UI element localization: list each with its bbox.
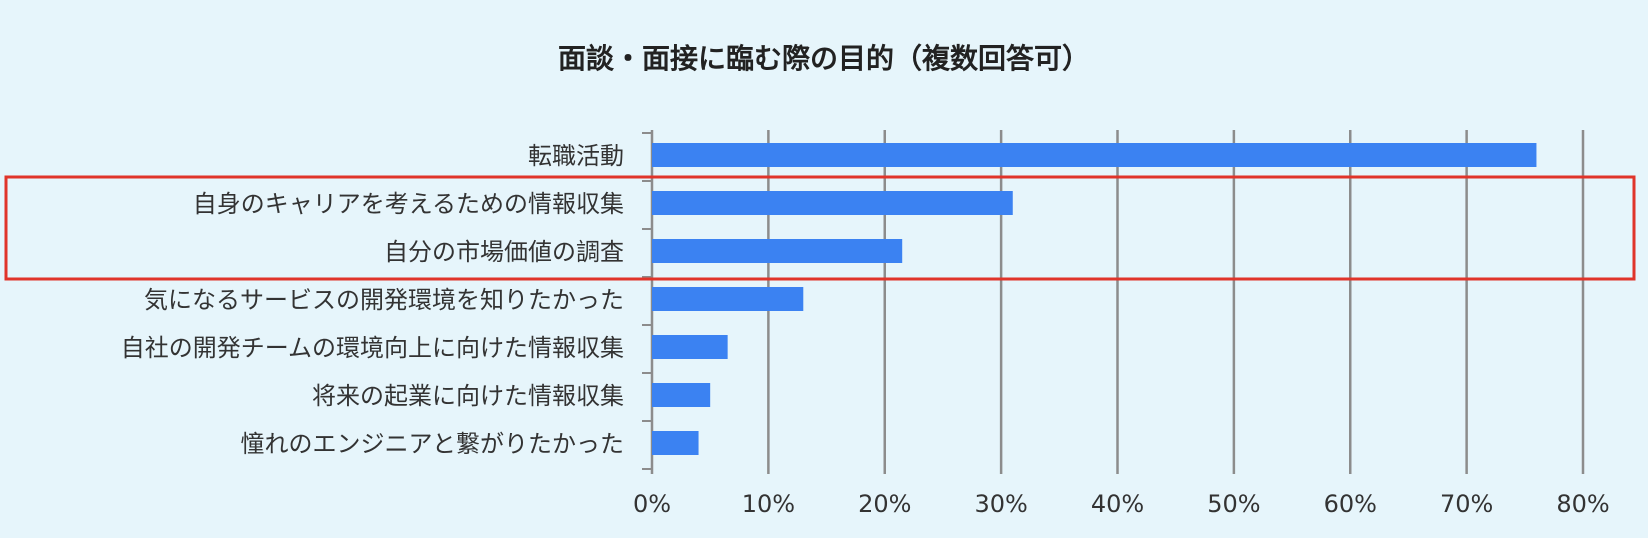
category-label: 将来の起業に向けた情報収集: [312, 382, 624, 410]
category-label: 憧れのエンジニアと繋がりたかった: [240, 430, 624, 458]
category-label: 自身のキャリアを考えるための情報収集: [193, 190, 624, 218]
bar: [652, 335, 728, 359]
x-tick-label: 50%: [1207, 490, 1260, 518]
x-tick-label: 70%: [1440, 490, 1493, 518]
bar: [652, 431, 699, 455]
x-tick-label: 80%: [1556, 490, 1609, 518]
x-tick-label: 0%: [633, 490, 671, 518]
category-label: 転職活動: [528, 142, 624, 170]
chart-title: 面談・面接に臨む際の目的（複数回答可）: [558, 42, 1090, 75]
category-label: 自分の市場価値の調査: [384, 238, 624, 266]
bar: [652, 383, 711, 407]
highlight-box: [4, 175, 1636, 281]
x-tick-label: 60%: [1324, 490, 1377, 518]
bar: [652, 191, 1013, 215]
category-label: 気になるサービスの開発環境を知りたかった: [144, 286, 624, 314]
bar: [652, 239, 903, 263]
bar: [652, 143, 1537, 167]
x-tick-label: 30%: [974, 490, 1027, 518]
x-tick-label: 20%: [858, 490, 911, 518]
category-label: 自社の開発チームの環境向上に向けた情報収集: [121, 334, 624, 362]
x-tick-label: 10%: [742, 490, 795, 518]
bar: [652, 287, 804, 311]
x-tick-label: 40%: [1091, 490, 1144, 518]
